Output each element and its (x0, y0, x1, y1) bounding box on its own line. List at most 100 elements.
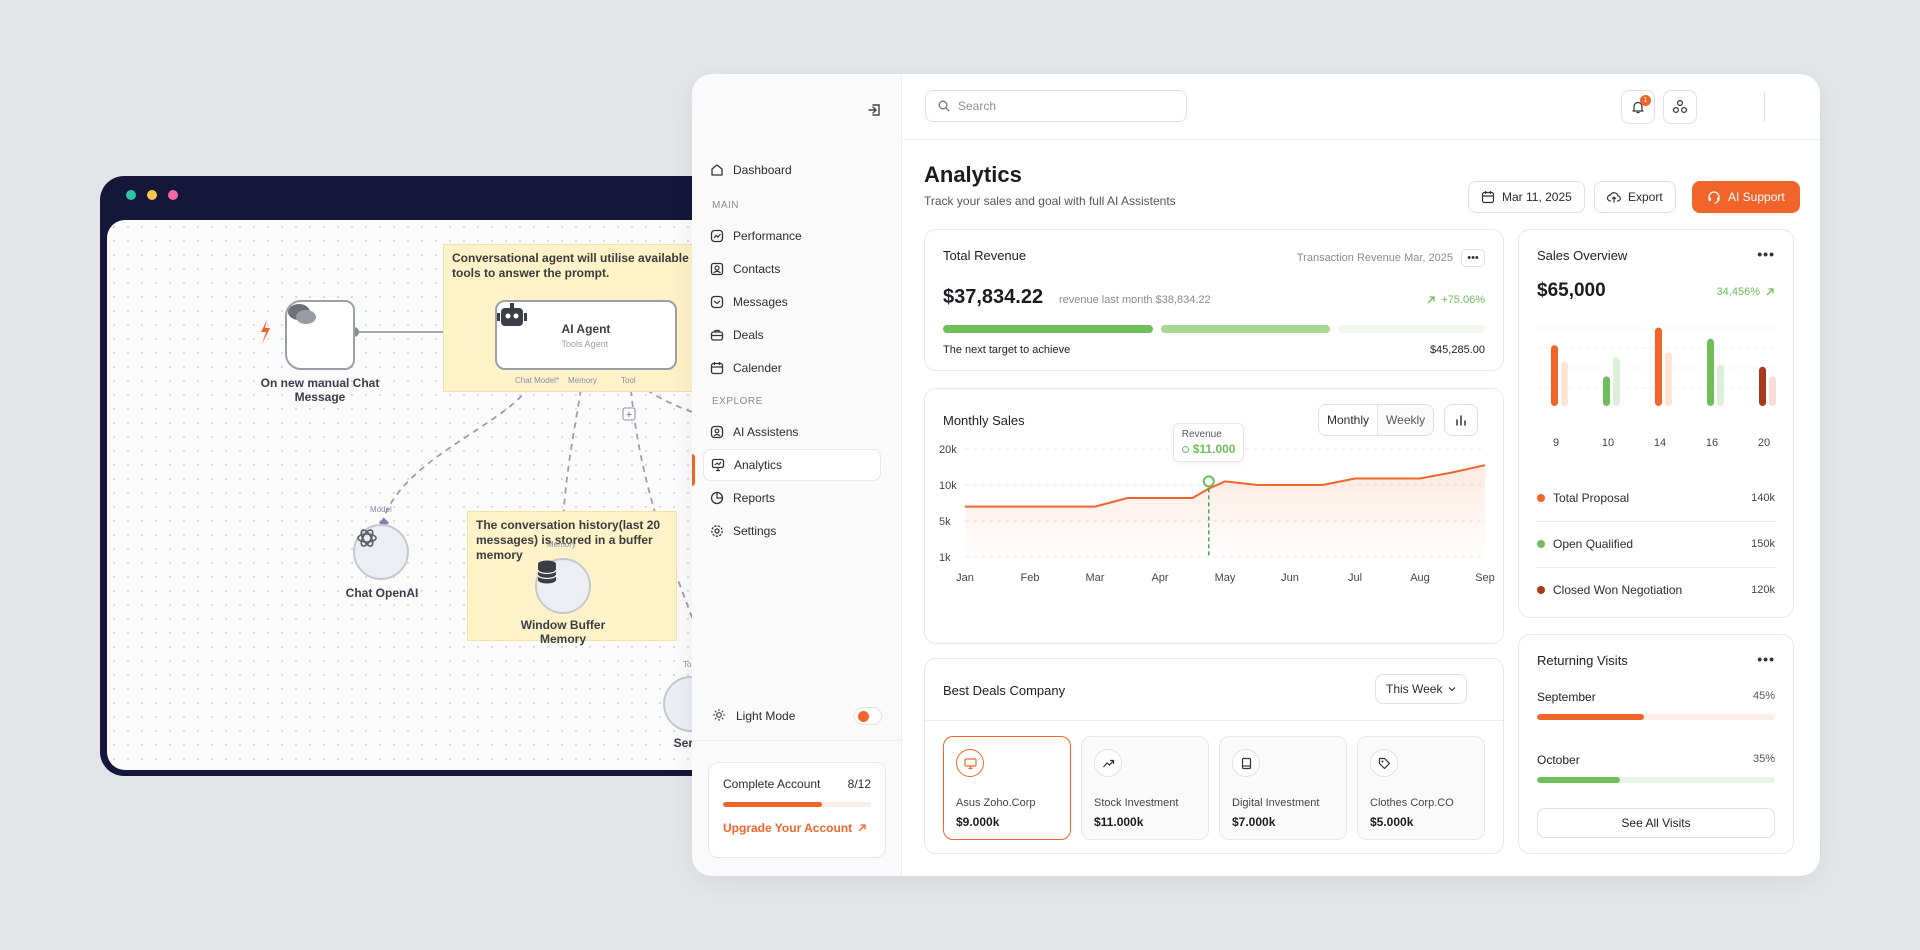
sidebar-item-label: Reports (733, 491, 776, 505)
legend-dot (1537, 586, 1545, 594)
total-revenue-more-button[interactable]: ••• (1461, 249, 1485, 267)
chevron-down-icon (1449, 687, 1456, 692)
chart-tooltip: Revenue $11.000 (1172, 423, 1245, 463)
ai-support-button[interactable]: AI Support (1692, 181, 1800, 213)
sidebar-item-settings[interactable]: Settings (703, 515, 881, 547)
deal-value: $9.000k (956, 815, 1000, 829)
revenue-change-value: +75.06% (1441, 294, 1485, 306)
connection-memory (562, 367, 585, 521)
legend-dot (1537, 540, 1545, 548)
collapse-sidebar-button[interactable] (865, 100, 885, 120)
window-dot-maximize[interactable] (168, 190, 178, 200)
sidebar-item-contacts[interactable]: Contacts (703, 253, 881, 285)
complete-account-progress (723, 802, 871, 807)
sales-line (965, 464, 1486, 508)
sidebar-item-ai-assistens[interactable]: AI Assistens (703, 416, 881, 448)
deal-card-clothes-corp[interactable]: Clothes Corp.CO $5.000k (1357, 736, 1485, 840)
deal-name: Clothes Corp.CO (1370, 797, 1454, 809)
this-week-label: This Week (1386, 682, 1443, 696)
export-button[interactable]: Export (1594, 181, 1676, 213)
deal-name: Asus Zoho.Corp (956, 797, 1036, 809)
openai-icon (357, 529, 377, 547)
legend-divider (1537, 567, 1775, 568)
legend-value: 150k (1751, 538, 1775, 550)
ai-sparkle-icon (1672, 99, 1688, 114)
main-content: Analytics Track your sales and goal with… (902, 140, 1820, 876)
overview-bar-ghost (1769, 376, 1776, 406)
legend-label: Open Qualified (1553, 537, 1634, 551)
tab-monthly[interactable]: Monthly (1319, 405, 1379, 435)
visit-month: October (1537, 753, 1580, 767)
tooltip-value: $11.000 (1192, 442, 1236, 457)
monitor-icon (956, 749, 984, 777)
window-buffer-memory-node[interactable] (535, 558, 591, 614)
export-label: Export (1628, 190, 1663, 204)
deal-card-asus-zoho[interactable]: Asus Zoho.Corp $9.000k (943, 736, 1071, 840)
search-input[interactable] (958, 99, 1158, 113)
x-tick-label: Aug (1410, 572, 1430, 584)
page-title: Analytics (924, 162, 1022, 187)
cloud-upload-icon (1607, 192, 1621, 203)
ai-support-label: AI Support (1728, 190, 1785, 204)
chat-openai-node[interactable] (353, 524, 409, 580)
book-icon (1232, 749, 1260, 777)
complete-account-progress-fill (723, 802, 822, 807)
active-indicator (692, 454, 695, 486)
sidebar-item-calender[interactable]: Calender (703, 352, 881, 384)
complete-account-count: 8/12 (847, 777, 871, 791)
sidebar-item-dashboard[interactable]: Dashboard (703, 154, 881, 186)
overview-bar (1603, 376, 1610, 406)
port-memory-label: Memory (568, 376, 597, 385)
window-dot-close[interactable] (126, 190, 136, 200)
upgrade-account-label: Upgrade Your Account (723, 821, 853, 835)
deal-card-digital-investment[interactable]: Digital Investment $7.000k (1219, 736, 1347, 840)
revenue-progress-segment (1161, 325, 1330, 333)
gear-icon (709, 524, 724, 539)
date-picker-button[interactable]: Mar 11, 2025 (1468, 181, 1585, 213)
sidebar-item-analytics[interactable]: Analytics (703, 449, 881, 481)
legend-label: Closed Won Negotiation (1553, 583, 1683, 597)
trend-up-icon (1094, 749, 1122, 777)
sales-overview-change: 34,456% (1717, 286, 1775, 298)
sidebar-item-label: Dashboard (733, 163, 792, 177)
light-mode-toggle[interactable] (854, 707, 882, 725)
y-tick-label: 20k (939, 444, 957, 456)
tool-port-label: Tool (683, 660, 698, 669)
sidebar: Dashboard MAIN Performance Contacts Mess… (692, 74, 902, 876)
revenue-progress (943, 325, 1485, 333)
sales-overview-more-button[interactable]: ••• (1757, 246, 1775, 262)
this-week-dropdown[interactable]: This Week (1375, 674, 1468, 704)
arrow-up-right-icon (1766, 288, 1774, 296)
more-dots-icon: ••• (1467, 252, 1479, 264)
sidebar-section-main: MAIN (712, 200, 739, 211)
deal-value: $7.000k (1232, 815, 1276, 829)
ai-agent-node[interactable]: AI Agent Tools Agent (495, 300, 677, 370)
sidebar-item-deals[interactable]: Deals (703, 319, 881, 351)
legend-open-qualified: Open Qualified 150k (1537, 534, 1775, 554)
window-controls (126, 190, 178, 200)
briefcase-icon (709, 328, 724, 343)
ai-settings-button[interactable] (1663, 90, 1697, 124)
x-tick-label: May (1215, 572, 1236, 584)
upgrade-account-link[interactable]: Upgrade Your Account (723, 821, 871, 835)
sidebar-item-messages[interactable]: Messages (703, 286, 881, 318)
legend-divider (1537, 521, 1775, 522)
tab-weekly[interactable]: Weekly (1378, 405, 1434, 435)
deal-card-stock-investment[interactable]: Stock Investment $11.000k (1081, 736, 1209, 840)
window-dot-minimize[interactable] (147, 190, 157, 200)
trigger-node[interactable] (285, 300, 355, 370)
notifications-button[interactable]: 1 (1621, 90, 1655, 124)
legend-total-proposal: Total Proposal 140k (1537, 488, 1775, 508)
complete-account-card: Complete Account 8/12 Upgrade Your Accou… (708, 762, 886, 858)
chart-type-button[interactable] (1444, 404, 1478, 436)
deal-value: $11.000k (1094, 815, 1144, 829)
sidebar-item-performance[interactable]: Performance (703, 220, 881, 252)
sidebar-item-reports[interactable]: Reports (703, 482, 881, 514)
memory-port-label: Memory (547, 540, 576, 549)
see-all-visits-button[interactable]: See All Visits (1537, 808, 1775, 838)
best-deals-card: Best Deals Company This Week Asus Zoho.C… (924, 658, 1504, 854)
sidebar-divider (692, 740, 902, 741)
deal-value: $5.000k (1370, 815, 1414, 829)
returning-visits-more-button[interactable]: ••• (1757, 651, 1775, 667)
visit-progress-september (1537, 714, 1775, 720)
